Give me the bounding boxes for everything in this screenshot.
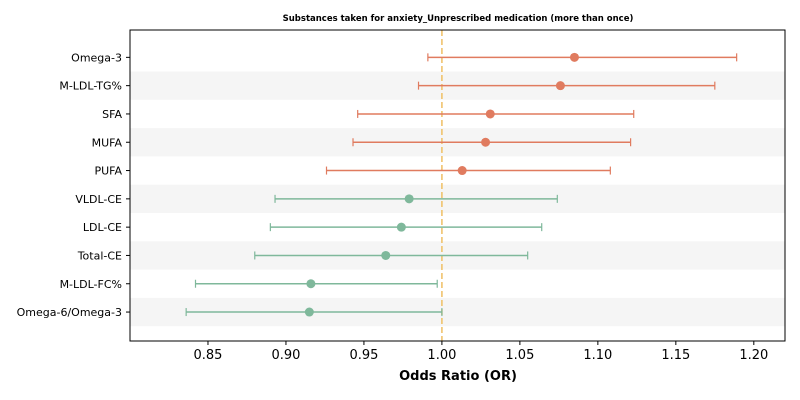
x-tick-label: 0.85 — [193, 348, 222, 363]
plot-frame — [129, 29, 786, 342]
x-tick-label: 1.05 — [505, 348, 534, 363]
y-tick-label: PUFA — [94, 165, 122, 178]
y-tick-label: Omega-3 — [71, 51, 122, 64]
or-point — [396, 222, 406, 232]
x-tick-label: 1.20 — [739, 348, 768, 363]
x-tick-label: 0.90 — [271, 348, 300, 363]
x-axis: 0.85 0.90 0.95 1.00 1.05 1.10 1.15 1.20 — [193, 341, 768, 363]
or-point — [481, 137, 491, 147]
y-tick-label: Total-CE — [77, 249, 122, 262]
or-point — [485, 109, 495, 119]
or-point — [381, 250, 391, 260]
y-axis: Omega-3 M-LDL-TG% SFA MUFA PUFA VLDL-CE LDL-CE… — [17, 51, 130, 319]
or-point — [404, 194, 414, 204]
y-tick-label: MUFA — [92, 136, 123, 149]
x-tick-label: 1.00 — [427, 348, 456, 363]
or-point — [569, 52, 579, 62]
y-tick-label: SFA — [102, 108, 122, 121]
y-tick-label: M-LDL-TG% — [59, 80, 122, 93]
x-axis-label: Odds Ratio (OR) — [399, 369, 517, 384]
chart-title: Substances taken for anxiety_Unprescribe… — [283, 14, 634, 24]
y-tick-label: M-LDL-FC% — [60, 278, 122, 291]
x-tick-label: 1.15 — [661, 348, 690, 363]
plot-marks — [185, 52, 738, 317]
y-tick-label: Omega-6/Omega-3 — [17, 306, 122, 319]
y-tick-label: LDL-CE — [83, 221, 122, 234]
x-tick-label: 0.95 — [349, 348, 378, 363]
x-tick-label: 1.10 — [583, 348, 612, 363]
or-point — [457, 166, 467, 176]
or-point — [555, 81, 565, 91]
or-point — [304, 307, 314, 317]
y-tick-label: VLDL-CE — [75, 193, 122, 206]
or-point — [306, 279, 316, 289]
